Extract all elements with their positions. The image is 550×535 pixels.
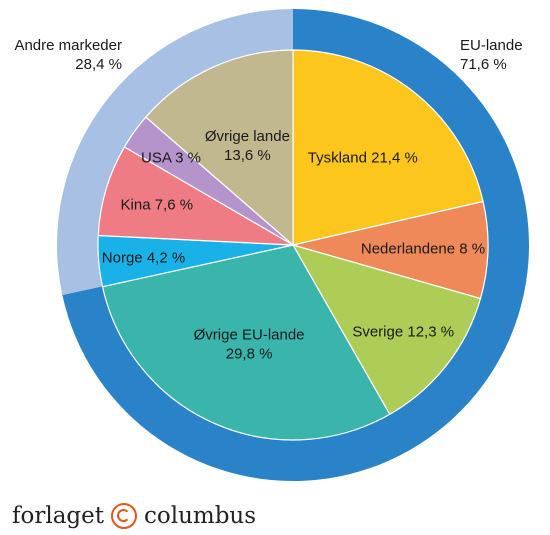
footer-text-left: forlaget [12, 503, 104, 529]
pie-slice-1 [292, 200, 489, 300]
pie-slice-3 [101, 244, 391, 441]
copyright-circle-icon [111, 503, 137, 529]
inner-labels: Tyskland 21,4 % Nederlandene 8 % Sverige 1… [102, 128, 485, 363]
outer-label-eu-lande: EU-lande 71,6 % [460, 36, 550, 74]
outer-label-eu-name: EU-lande [460, 37, 523, 54]
pie-slice-7 [144, 49, 294, 247]
outer-label-andre-markeder: Andre markeder 28,4 % [4, 36, 122, 74]
pie-slice-0 [292, 49, 484, 246]
outer-label-andre-name: Andre markeder [14, 37, 122, 54]
slice-label-0: Tyskland 21,4 % [308, 149, 418, 166]
inner-pie [97, 49, 489, 441]
slice-label-7: Øvrige lande 13,6 % [205, 128, 290, 164]
slice-label-6: USA 3 % [141, 150, 201, 167]
footer-text-right: columbus [144, 503, 257, 529]
outer-label-eu-value: 71,6 % [460, 56, 507, 73]
outer-label-andre-value: 28,4 % [75, 56, 122, 73]
slice-label-2: Sverige 12,3 % [352, 323, 454, 340]
slice-label-4: Norge 4,2 % [102, 250, 185, 267]
pie-slice-5 [97, 146, 294, 246]
slice-label-3: Øvrige EU-lande 29,8 % [194, 327, 305, 363]
slice-label-1: Nederlandene 8 % [361, 241, 485, 258]
pie-slice-2 [291, 244, 482, 416]
publisher-footer: forlaget columbus [12, 500, 256, 532]
slice-label-5: Kina 7,6 % [121, 197, 194, 214]
